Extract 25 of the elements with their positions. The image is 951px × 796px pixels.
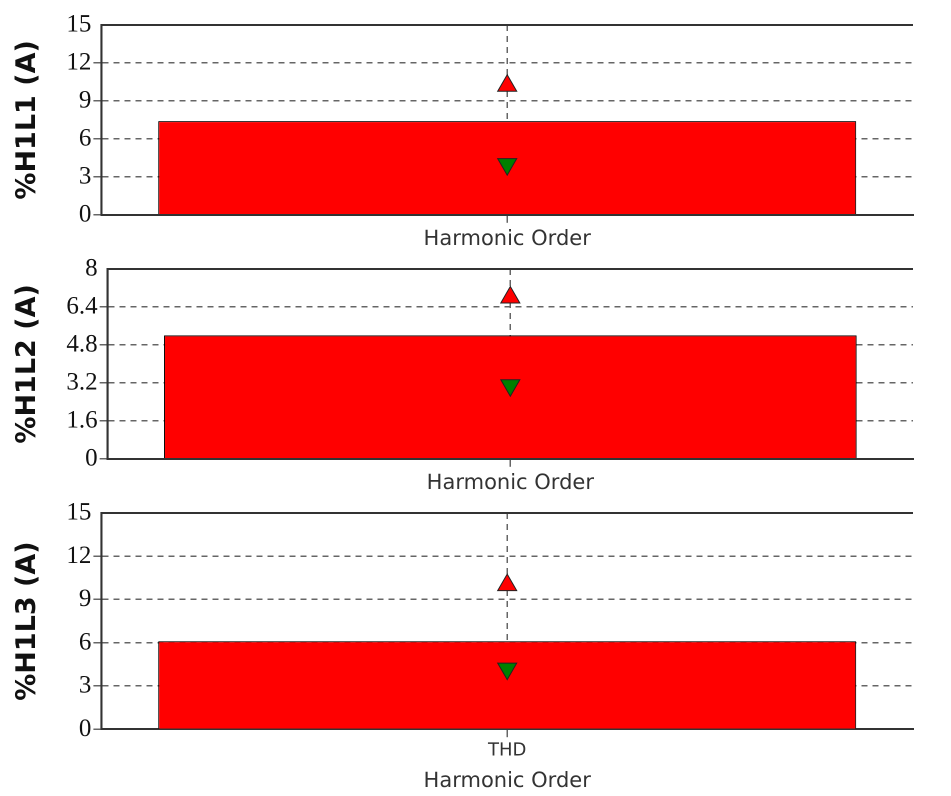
- y-tick-label: 8: [85, 254, 98, 282]
- y-tick-label: 3: [78, 672, 92, 699]
- y-tick-label: 15: [66, 498, 92, 526]
- y-tick-label: 0: [85, 444, 98, 472]
- x-tick-label: THD: [487, 740, 526, 761]
- y-tick-label: 6: [78, 124, 92, 152]
- y-tick-label: 12: [66, 48, 92, 76]
- y-axis-title: %H1L1 (A): [11, 40, 42, 200]
- y-tick-label: 4.8: [66, 330, 98, 358]
- y-tick-label: 1.6: [66, 406, 98, 434]
- x-axis-title: Harmonic Order: [424, 226, 592, 250]
- y-tick-label: 15: [66, 10, 92, 38]
- x-axis-title: Harmonic Order: [424, 768, 592, 792]
- y-tick-label: 3: [78, 162, 92, 190]
- y-tick-label: 0: [78, 714, 92, 742]
- y-tick-label: 12: [66, 542, 92, 569]
- y-tick-label: 3.2: [66, 368, 98, 396]
- y-axis-title: %H1L2 (A): [11, 284, 42, 444]
- y-tick-label: 6: [78, 628, 92, 656]
- y-tick-label: 9: [78, 86, 92, 114]
- y-axis-title: %H1L3 (A): [11, 541, 42, 701]
- y-tick-label: 0: [78, 200, 92, 228]
- y-tick-label: 6.4: [66, 292, 98, 320]
- y-tick-label: 9: [78, 585, 92, 612]
- x-axis-title: Harmonic Order: [426, 470, 594, 494]
